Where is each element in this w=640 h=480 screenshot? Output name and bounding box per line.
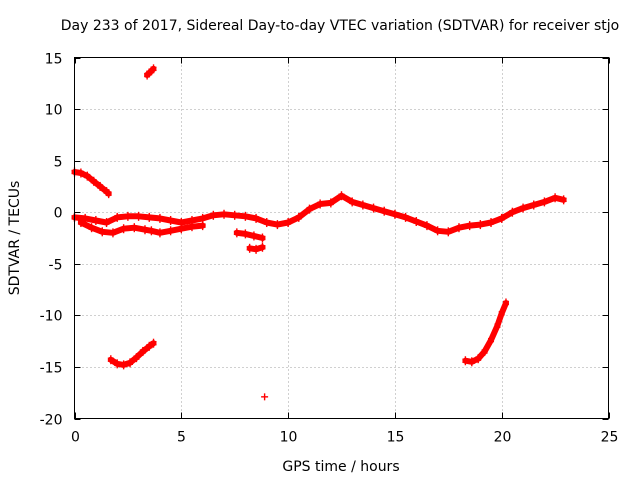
series-band	[233, 229, 266, 241]
x-tick-label: 25	[601, 430, 619, 446]
y-tick-label: -20	[40, 413, 63, 429]
y-tick-labels: -20 -15 -10 -5 0 5 10 15	[40, 52, 63, 429]
series-main-lower	[77, 218, 206, 238]
series-band	[71, 192, 567, 235]
x-tick-label: 5	[177, 430, 186, 446]
y-axis-label: SDTVAR / TECUs	[7, 181, 23, 296]
series-arc-late	[462, 298, 509, 367]
y-tick-label: 0	[54, 206, 63, 222]
grid	[74, 57, 609, 419]
x-tick-label: 0	[71, 430, 80, 446]
x-axis-label: GPS time / hours	[282, 459, 399, 475]
x-tick-labels: 0 5 10 15 20 25	[71, 430, 618, 446]
axis-ticks	[74, 57, 610, 420]
y-tick-label: 10	[45, 103, 63, 119]
x-tick-label: 15	[387, 430, 405, 446]
series-segment-8h	[233, 228, 266, 243]
y-tick-label: 15	[45, 52, 63, 68]
series-outlier-high	[144, 64, 157, 80]
series-segment-8h-low	[246, 242, 266, 254]
plot-frame	[74, 57, 609, 419]
y-tick-label: 5	[54, 155, 63, 171]
x-tick-label: 20	[494, 430, 512, 446]
data-points	[71, 64, 567, 401]
series-early-descent	[71, 167, 112, 199]
y-tick-label: -10	[40, 309, 63, 325]
y-tick-label: -5	[49, 258, 63, 274]
y-tick-label: -15	[40, 361, 63, 377]
series-arc-early	[107, 338, 157, 370]
chart-title: Day 233 of 2017, Sidereal Day-to-day VTE…	[61, 18, 619, 34]
series-outlier-low	[261, 393, 269, 401]
x-tick-label: 10	[280, 430, 298, 446]
